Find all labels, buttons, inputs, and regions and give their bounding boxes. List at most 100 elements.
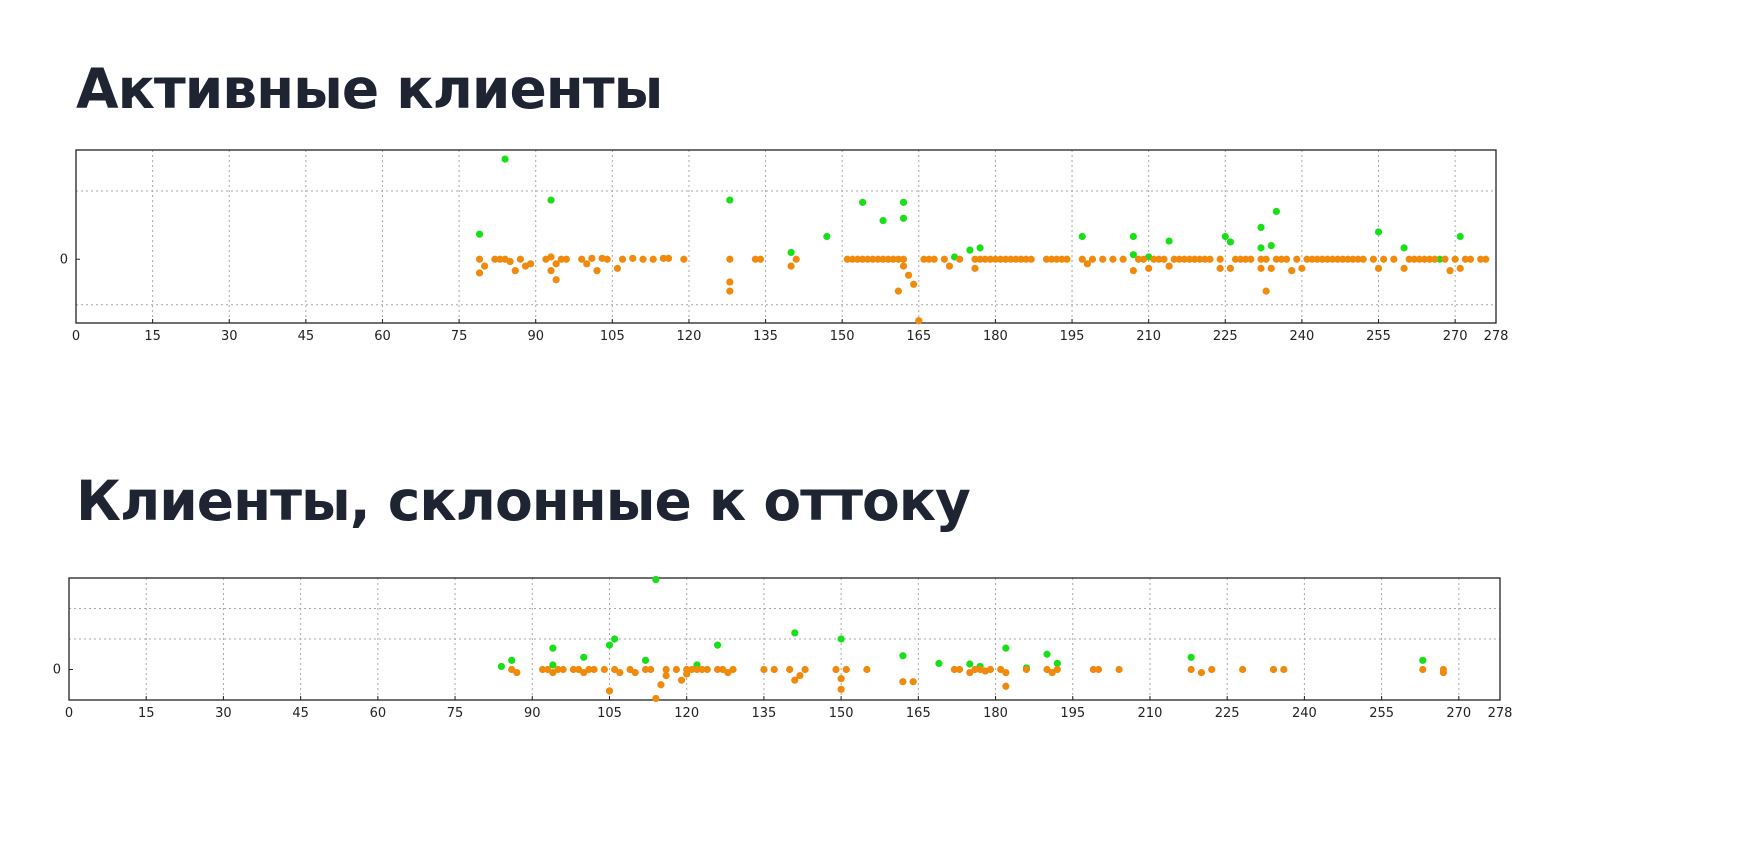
data-point: [1216, 264, 1224, 272]
data-point: [1145, 264, 1153, 272]
data-point: [853, 255, 862, 263]
data-point: [1267, 264, 1275, 272]
data-point: [1119, 255, 1127, 263]
data-point: [729, 665, 737, 674]
data-point: [652, 694, 660, 703]
data-point: [1461, 255, 1469, 263]
data-point: [1282, 255, 1291, 263]
data-point: [547, 253, 555, 261]
data-point: [920, 255, 928, 263]
data-point: [603, 255, 611, 263]
x-tick-label: 60: [374, 329, 391, 344]
data-point: [1185, 255, 1194, 263]
data-point: [1410, 255, 1418, 263]
data-point: [1415, 255, 1423, 263]
data-point: [1369, 255, 1378, 263]
data-point: [1288, 267, 1296, 275]
data-point: [1083, 260, 1091, 268]
data-point: [899, 198, 908, 206]
data-point: [1419, 656, 1427, 664]
data-point: [506, 257, 514, 266]
data-point: [945, 262, 954, 270]
data-point: [1043, 650, 1051, 658]
data-point: [552, 260, 560, 268]
data-point: [1002, 255, 1010, 263]
data-point: [976, 244, 984, 252]
x-tick-label: 105: [600, 329, 625, 344]
data-point: [1048, 255, 1056, 263]
data-point: [971, 255, 979, 263]
data-point: [1456, 232, 1464, 241]
data-point: [1339, 255, 1347, 263]
data-point: [516, 255, 524, 263]
x-tick-label: 90: [527, 329, 544, 344]
data-point: [1328, 255, 1337, 263]
data-point: [583, 260, 591, 268]
data-point: [1239, 665, 1247, 674]
data-point: [1400, 244, 1408, 252]
data-point: [1201, 255, 1209, 263]
data-point: [657, 681, 665, 689]
data-point: [1197, 668, 1206, 677]
data-point: [1187, 665, 1195, 674]
data-point: [698, 665, 706, 674]
x-tick-label: 225: [1215, 706, 1240, 721]
data-point: [1002, 668, 1010, 677]
data-point: [1439, 668, 1447, 677]
x-tick-label: 150: [829, 706, 854, 721]
data-point: [981, 255, 989, 263]
data-point: [1115, 665, 1123, 674]
data-point: [971, 264, 979, 272]
data-point: [996, 255, 1005, 263]
data-point: [713, 665, 722, 674]
data-point: [1441, 255, 1449, 263]
data-point: [629, 254, 637, 262]
data-point: [511, 267, 519, 275]
series-0: [475, 155, 1464, 263]
data-point: [899, 262, 908, 270]
data-point: [837, 685, 845, 693]
data-point: [1053, 659, 1061, 667]
data-point: [688, 665, 696, 674]
data-point: [1022, 255, 1030, 263]
x-tick-label: 255: [1366, 329, 1391, 344]
data-point: [864, 255, 872, 263]
data-point: [848, 255, 857, 263]
data-point: [647, 665, 655, 674]
data-point: [760, 665, 768, 674]
data-point: [569, 665, 578, 674]
data-point: [578, 255, 586, 263]
data-point: [971, 665, 979, 674]
data-point: [1267, 242, 1275, 250]
data-point: [1280, 665, 1288, 674]
data-point: [874, 255, 882, 263]
series-1: [475, 253, 1490, 325]
data-point: [1129, 251, 1137, 259]
data-point: [751, 255, 759, 263]
data-point: [884, 255, 892, 263]
data-point: [1436, 255, 1444, 263]
data-point: [554, 665, 562, 674]
data-point: [935, 659, 943, 667]
data-point: [1323, 255, 1332, 263]
x-tick-label: 165: [906, 329, 931, 344]
data-point: [1303, 255, 1311, 263]
series-1: [508, 665, 1447, 703]
data-point: [899, 214, 908, 222]
data-point: [1099, 255, 1107, 263]
data-point: [1374, 264, 1383, 272]
data-point: [930, 255, 938, 263]
data-point: [1451, 255, 1459, 263]
x-tick-label: 75: [451, 329, 468, 344]
y-tick-label: 0: [60, 252, 68, 267]
data-point: [1257, 244, 1265, 252]
data-point: [1042, 255, 1051, 263]
data-point: [683, 670, 691, 678]
data-point: [986, 665, 994, 674]
x-tick-label: 225: [1213, 329, 1238, 344]
data-point: [481, 262, 489, 270]
x-tick-label: 195: [1060, 706, 1085, 721]
data-point: [1180, 255, 1189, 263]
data-point: [1129, 267, 1137, 275]
data-point: [859, 198, 867, 206]
